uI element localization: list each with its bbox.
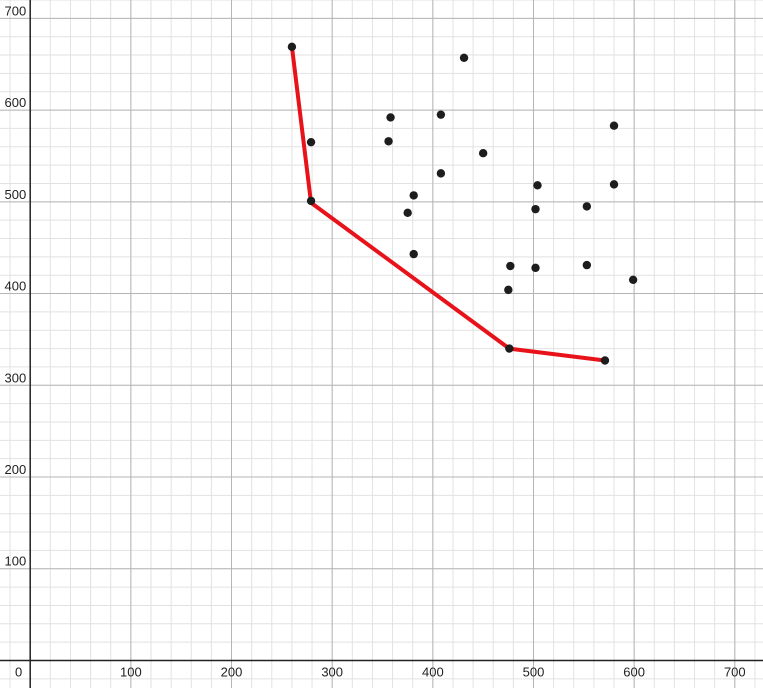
data-point bbox=[533, 181, 542, 190]
data-point bbox=[531, 263, 540, 273]
data-point bbox=[609, 121, 619, 130]
y-tick-label: 400 bbox=[4, 279, 26, 294]
data-point bbox=[504, 285, 513, 295]
y-tick-label: 100 bbox=[4, 554, 26, 569]
data-point bbox=[628, 275, 638, 284]
data-point bbox=[403, 208, 412, 218]
data-point bbox=[386, 113, 395, 122]
data-point bbox=[582, 260, 592, 270]
data-point bbox=[600, 356, 610, 365]
data-point bbox=[409, 249, 418, 259]
data-point bbox=[531, 204, 540, 214]
data-point bbox=[436, 169, 446, 178]
x-tick-label: 200 bbox=[221, 664, 243, 679]
data-point bbox=[287, 42, 297, 51]
data-point bbox=[478, 148, 488, 158]
x-tick-label: 100 bbox=[120, 664, 142, 679]
data-point bbox=[306, 137, 316, 147]
data-point bbox=[609, 180, 619, 189]
x-tick-label: 700 bbox=[724, 664, 746, 679]
data-point bbox=[505, 344, 514, 353]
y-tick-label: 700 bbox=[4, 3, 26, 18]
y-tick-label: 300 bbox=[4, 370, 26, 385]
data-point bbox=[459, 53, 469, 62]
data-point bbox=[436, 110, 446, 119]
x-tick-label: 300 bbox=[321, 664, 343, 679]
x-tick-label: 400 bbox=[422, 664, 444, 679]
y-tick-labels: 100 200 300 400 500 600 700 bbox=[4, 3, 26, 568]
data-points bbox=[287, 42, 638, 365]
y-tick-label: 200 bbox=[4, 462, 26, 477]
x-tick-label: 0 bbox=[15, 664, 22, 679]
y-tick-label: 600 bbox=[4, 95, 26, 110]
data-point bbox=[582, 202, 592, 211]
data-point bbox=[384, 137, 393, 146]
frontier-line bbox=[289, 44, 607, 363]
y-tick-label: 500 bbox=[4, 187, 26, 202]
data-point bbox=[306, 196, 316, 206]
x-tick-labels: 0 100 200 300 400 500 600 700 bbox=[15, 664, 746, 679]
x-tick-label: 500 bbox=[523, 664, 545, 679]
data-point bbox=[506, 261, 515, 271]
x-tick-label: 600 bbox=[623, 664, 645, 679]
data-point bbox=[409, 191, 418, 200]
